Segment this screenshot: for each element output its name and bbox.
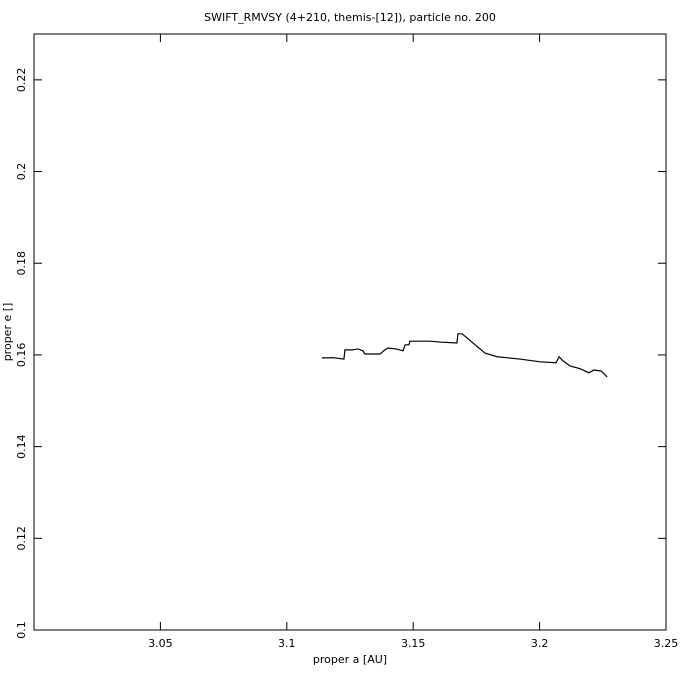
y-tick-label: 0.1 xyxy=(15,621,28,639)
data-line xyxy=(321,333,608,378)
x-tick-label: 3.2 xyxy=(531,637,549,650)
chart-title: SWIFT_RMVSY (4+210, themis-[12]), partic… xyxy=(204,11,496,24)
plot-frame xyxy=(33,33,667,631)
x-tick-label: 3.25 xyxy=(654,637,679,650)
y-tick-label: 0.14 xyxy=(15,434,28,459)
x-tick-label: 3.05 xyxy=(148,637,173,650)
x-axis-label: proper a [AU] xyxy=(313,653,387,666)
y-tick-label: 0.22 xyxy=(15,68,28,93)
y-axis-label: proper e [] xyxy=(1,303,14,362)
x-tick-label: 3.1 xyxy=(278,637,296,650)
y-tick-label: 0.18 xyxy=(15,251,28,276)
y-tick-label: 0.12 xyxy=(15,526,28,551)
y-tick-label: 0.2 xyxy=(15,163,28,181)
y-tick-label: 0.16 xyxy=(15,343,28,368)
x-tick-label: 3.15 xyxy=(401,637,426,650)
